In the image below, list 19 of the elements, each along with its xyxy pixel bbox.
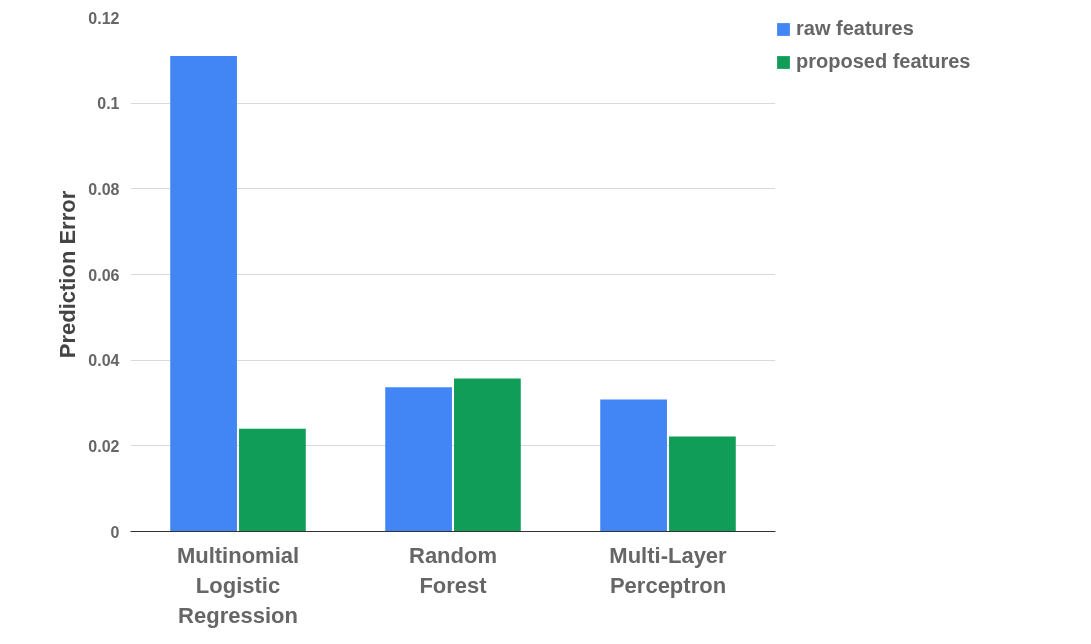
y-tick-label: 0 xyxy=(110,523,120,541)
y-tick-label: 0.12 xyxy=(88,9,120,27)
bar xyxy=(454,378,521,532)
y-tick-label: 0.08 xyxy=(88,180,120,198)
bar xyxy=(239,428,306,532)
legend-label: raw features xyxy=(796,17,914,40)
x-tick-label: Random Forest xyxy=(409,542,497,598)
y-axis-title: Prediction Error xyxy=(55,190,81,359)
x-tick-label: Multi-Layer Perceptron xyxy=(609,542,728,598)
y-tick-label: 0.06 xyxy=(88,266,120,284)
bar xyxy=(170,56,237,532)
y-tick-label: 0.1 xyxy=(97,95,120,113)
bar xyxy=(385,387,452,532)
bar xyxy=(669,436,736,532)
x-tick-label: Multinomial Logistic Regression xyxy=(176,542,300,628)
legend-label: proposed features xyxy=(796,50,971,73)
y-tick-label: 0.04 xyxy=(88,352,120,370)
y-tick-label: 0.02 xyxy=(88,437,120,455)
bar xyxy=(600,399,667,532)
